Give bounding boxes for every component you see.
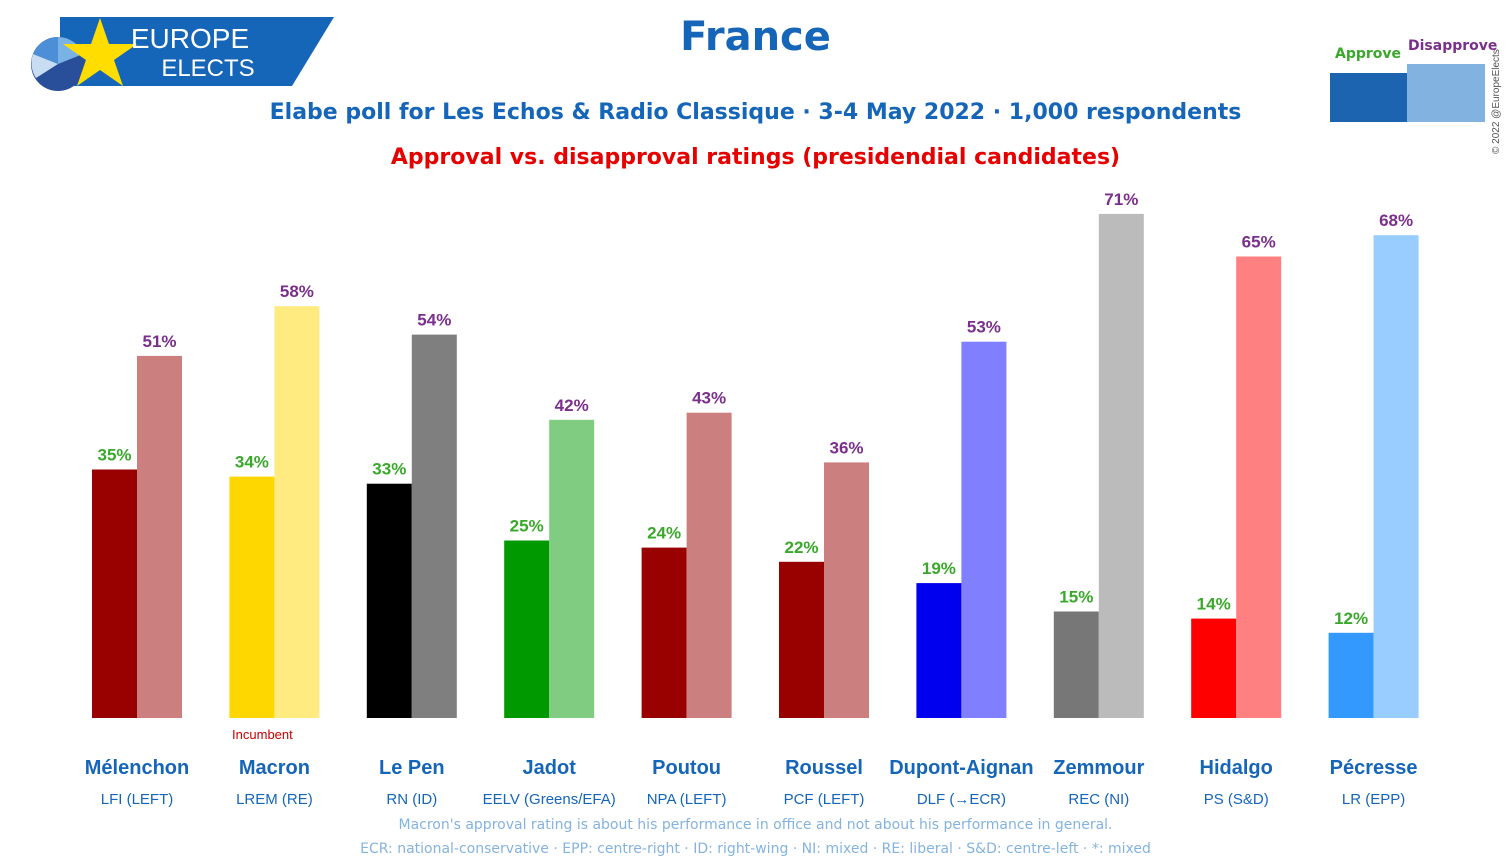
data-label-approve-poutou: 24% bbox=[647, 524, 681, 543]
candidate-name-dupont-aignan: Dupont-Aignan bbox=[889, 757, 1033, 779]
bar-approve-jadot bbox=[504, 540, 550, 718]
europe-elects-logo: EUROPE ELECTS bbox=[31, 17, 334, 91]
data-label-approve-jadot: 25% bbox=[510, 517, 544, 536]
candidate-name-pecresse: Pécresse bbox=[1330, 757, 1418, 779]
data-label-approve-le-pen: 33% bbox=[372, 460, 406, 479]
bar-disapprove-hidalgo bbox=[1236, 256, 1282, 718]
party-label-hidalgo: PS (S&D) bbox=[1204, 791, 1269, 808]
data-label-disapprove-zemmour: 71% bbox=[1104, 190, 1138, 209]
candidate-name-zemmour: Zemmour bbox=[1053, 757, 1144, 779]
bar-disapprove-zemmour bbox=[1098, 213, 1144, 718]
legend-approve-swatch bbox=[1330, 73, 1407, 122]
data-label-approve-roussel: 22% bbox=[784, 538, 818, 557]
legend-approve-label: Approve bbox=[1334, 46, 1402, 62]
footnote-macron: Macron's approval rating is about his pe… bbox=[398, 817, 1113, 833]
incumbent-annotation: Incumbent bbox=[232, 727, 293, 742]
bar-approve-macron bbox=[229, 476, 275, 718]
bar-disapprove-roussel bbox=[824, 462, 869, 718]
data-label-approve-dupont-aignan: 19% bbox=[922, 559, 956, 578]
data-label-disapprove-roussel: 36% bbox=[829, 438, 863, 457]
data-label-approve-pecresse: 12% bbox=[1334, 609, 1368, 628]
data-label-approve-hidalgo: 14% bbox=[1197, 595, 1231, 614]
bar-approve-le-pen bbox=[366, 483, 412, 718]
copyright-note: © 2022 @EuropeElects bbox=[1491, 49, 1502, 154]
bar-approve-roussel bbox=[779, 561, 824, 718]
candidate-name-poutou: Poutou bbox=[652, 757, 721, 779]
party-label-dupont-aignan: DLF (→ECR) bbox=[917, 791, 1006, 808]
party-label-zemmour: REC (NI) bbox=[1068, 791, 1129, 808]
candidate-name-roussel: Roussel bbox=[785, 757, 863, 779]
party-label-le-pen: RN (ID) bbox=[386, 791, 437, 808]
bar-disapprove-le-pen bbox=[411, 334, 457, 718]
chart-heading: Approval vs. disapproval ratings (presid… bbox=[390, 145, 1121, 170]
party-label-pecresse: LR (EPP) bbox=[1342, 791, 1405, 808]
data-label-disapprove-dupont-aignan: 53% bbox=[967, 318, 1001, 337]
data-label-disapprove-poutou: 43% bbox=[692, 389, 726, 408]
bar-disapprove-pecresse bbox=[1373, 235, 1419, 718]
data-label-disapprove-hidalgo: 65% bbox=[1242, 233, 1276, 252]
bar-approve-poutou bbox=[641, 547, 687, 718]
legend-disapprove-swatch bbox=[1407, 64, 1485, 122]
candidate-name-jadot: Jadot bbox=[523, 757, 577, 779]
bar-approve-melenchon bbox=[92, 469, 137, 718]
data-label-disapprove-melenchon: 51% bbox=[142, 332, 176, 351]
data-label-disapprove-macron: 58% bbox=[280, 282, 314, 301]
data-label-disapprove-pecresse: 68% bbox=[1379, 211, 1413, 230]
candidate-name-melenchon: Mélenchon bbox=[85, 757, 189, 779]
bar-disapprove-poutou bbox=[686, 412, 732, 718]
logo-star-icon bbox=[63, 18, 137, 86]
party-label-macron: LREM (RE) bbox=[236, 791, 313, 808]
poll-subtitle: Elabe poll for Les Echos & Radio Classiq… bbox=[269, 100, 1242, 125]
data-label-disapprove-le-pen: 54% bbox=[417, 311, 451, 330]
bar-approve-zemmour bbox=[1053, 611, 1099, 718]
bar-disapprove-macron bbox=[274, 306, 320, 718]
data-label-approve-macron: 34% bbox=[235, 453, 269, 472]
candidate-name-le-pen: Le Pen bbox=[379, 757, 445, 779]
copyright-text: © 2022 @EuropeElects bbox=[1491, 49, 1502, 154]
party-label-roussel: PCF (LEFT) bbox=[784, 791, 865, 808]
data-label-disapprove-jadot: 42% bbox=[555, 396, 589, 415]
bar-disapprove-melenchon bbox=[137, 355, 182, 718]
candidate-name-macron: Macron bbox=[239, 757, 310, 779]
bar-approve-pecresse bbox=[1328, 632, 1374, 718]
logo-text-elects: ELECTS bbox=[161, 55, 254, 82]
bar-disapprove-dupont-aignan bbox=[961, 341, 1007, 718]
bar-approve-dupont-aignan bbox=[916, 583, 962, 718]
footnote-groups: ECR: national-conservative · EPP: centre… bbox=[360, 841, 1151, 857]
bar-approve-hidalgo bbox=[1191, 618, 1237, 718]
logo-text-europe: EUROPE bbox=[131, 23, 249, 54]
candidate-name-hidalgo: Hidalgo bbox=[1200, 757, 1273, 779]
party-label-jadot: EELV (Greens/EFA) bbox=[483, 791, 616, 808]
logo-banner bbox=[60, 17, 334, 86]
party-label-poutou: NPA (LEFT) bbox=[647, 791, 727, 808]
data-label-approve-zemmour: 15% bbox=[1059, 588, 1093, 607]
party-label-melenchon: LFI (LEFT) bbox=[101, 791, 174, 808]
page-title: France bbox=[680, 14, 831, 60]
legend-disapprove-label: Disapprove bbox=[1408, 38, 1498, 54]
bar-disapprove-jadot bbox=[549, 419, 595, 718]
data-label-approve-melenchon: 35% bbox=[97, 446, 131, 465]
